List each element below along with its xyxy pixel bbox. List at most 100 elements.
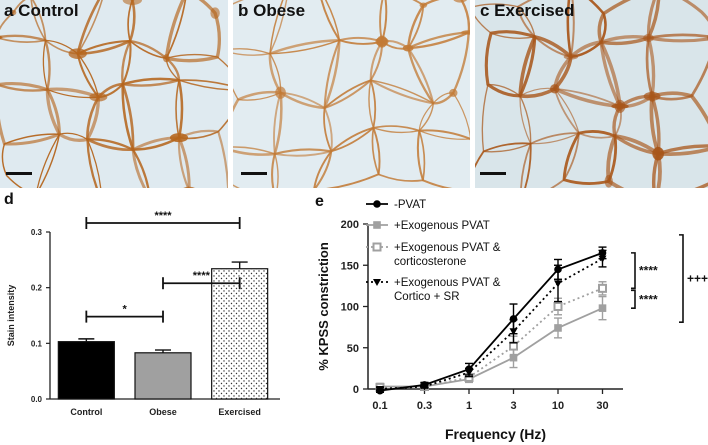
stain-deposit bbox=[611, 103, 629, 109]
adipocyte-outline bbox=[416, 129, 470, 188]
x-tick-label: Exercised bbox=[218, 407, 261, 417]
stain-deposit bbox=[643, 34, 654, 42]
stain-deposit bbox=[122, 0, 143, 5]
stain-deposit bbox=[653, 146, 664, 161]
stain-deposit bbox=[169, 133, 189, 143]
stain-deposit bbox=[210, 7, 220, 19]
y-axis-label: Stain intensity bbox=[6, 285, 16, 347]
panel-label-c: c Exercised bbox=[480, 1, 575, 20]
significance-label: ++++ bbox=[687, 272, 708, 286]
series-line bbox=[379, 287, 603, 389]
significance-label: **** bbox=[154, 210, 172, 222]
data-point bbox=[373, 279, 381, 286]
legend-label: +Exogenous PVAT bbox=[394, 220, 490, 232]
micrograph-image bbox=[475, 0, 708, 188]
adipocyte-outline bbox=[165, 53, 228, 91]
scale-bar bbox=[241, 172, 267, 175]
stain-deposit bbox=[68, 48, 87, 59]
bracket-line bbox=[631, 289, 636, 309]
series-line bbox=[379, 257, 603, 390]
legend-label: -PVAT bbox=[394, 199, 426, 211]
y-axis-label: % KPSS constriction bbox=[316, 242, 331, 371]
micrograph-image bbox=[233, 0, 470, 188]
y-tick-label: 0.2 bbox=[31, 284, 43, 293]
adipocyte-outline bbox=[233, 146, 279, 188]
significance-label: **** bbox=[639, 292, 658, 306]
data-point bbox=[554, 280, 562, 288]
micrograph-obese: b Obese bbox=[233, 0, 470, 188]
x-tick-label: 30 bbox=[596, 400, 608, 412]
significance-bracket: **** bbox=[631, 252, 658, 290]
y-tick-label: 150 bbox=[341, 260, 359, 272]
y-tick-label: 0.1 bbox=[31, 339, 43, 348]
stain-deposit bbox=[453, 0, 467, 3]
significance-bracket: **** bbox=[162, 270, 241, 290]
panel-label-e: e bbox=[315, 193, 324, 210]
data-point bbox=[372, 242, 382, 252]
significance-label: **** bbox=[639, 264, 658, 278]
bar-chart-stain-intensity: d 0.0 0.1 0.2 0.3 Stain intensity Control Obese… bbox=[4, 192, 280, 417]
adipocyte-outline bbox=[86, 138, 150, 188]
adipocyte-outline bbox=[606, 134, 662, 188]
legend-entry-3: +Exogenous PVAT & Cortico + SR bbox=[366, 277, 501, 303]
x-tick-label: Control bbox=[70, 407, 102, 417]
micrograph-background bbox=[0, 0, 228, 188]
adipocyte-outline bbox=[418, 92, 470, 140]
data-point bbox=[598, 283, 607, 293]
data-point bbox=[553, 302, 563, 311]
significance-bracket: **** bbox=[631, 289, 658, 309]
legend-entry-0: -PVAT bbox=[366, 199, 426, 211]
stain-deposit bbox=[10, 9, 17, 16]
data-point bbox=[373, 221, 381, 229]
legend-label: +Exogenous PVAT & bbox=[394, 277, 501, 289]
legend-label: corticosterone bbox=[394, 256, 466, 268]
x-tick-label: 3 bbox=[510, 400, 516, 412]
data-point bbox=[509, 353, 518, 362]
scale-bar bbox=[480, 172, 506, 175]
stain-deposit bbox=[0, 35, 2, 40]
legend-label: +Exogenous PVAT & bbox=[394, 242, 501, 254]
panel-label-b: b Obese bbox=[238, 1, 306, 20]
stain-deposit bbox=[461, 30, 470, 35]
legend-label: Cortico + SR bbox=[394, 291, 460, 303]
data-point bbox=[509, 315, 518, 323]
data-point bbox=[554, 324, 562, 332]
adipocyte-outline bbox=[646, 0, 708, 43]
panel-label-d: d bbox=[4, 192, 14, 208]
bar-obese bbox=[134, 352, 192, 400]
legend-entry-1: +Exogenous PVAT bbox=[366, 220, 490, 232]
y-tick-label: 0.0 bbox=[31, 395, 43, 404]
stain-deposit bbox=[275, 86, 286, 99]
bracket-line bbox=[679, 234, 684, 323]
x-axis-label: Frequency (Hz) bbox=[445, 426, 546, 442]
bracket-line bbox=[631, 252, 636, 290]
significance-label: **** bbox=[193, 270, 211, 282]
adipocyte-outline bbox=[649, 91, 708, 156]
adipocyte-outline bbox=[36, 132, 102, 188]
cell-membranes bbox=[0, 0, 228, 188]
micrograph-control: a Control bbox=[0, 0, 228, 188]
legend-entry-2: +Exogenous PVAT & corticosterone bbox=[366, 242, 501, 268]
data-point bbox=[465, 365, 473, 373]
y-tick-label: 0 bbox=[353, 384, 359, 396]
series-line bbox=[379, 252, 603, 392]
x-tick-label: Obese bbox=[149, 407, 177, 417]
data-point bbox=[598, 304, 607, 312]
significance-bracket: ++++ bbox=[679, 234, 708, 323]
x-tick-label: 1 bbox=[466, 400, 472, 412]
line-chart-kpss-constriction: e 0 50 100 150 200 0.1 0.3 1 3 10 30 % KPSS constric… bbox=[315, 193, 708, 442]
x-tick-label: 10 bbox=[552, 400, 564, 412]
series-line bbox=[380, 307, 603, 388]
stain-deposit bbox=[376, 35, 388, 48]
data-point bbox=[554, 265, 562, 274]
stain-deposit bbox=[89, 92, 108, 102]
stain-deposit bbox=[449, 88, 458, 97]
series-0 bbox=[376, 246, 607, 395]
data-point bbox=[509, 341, 518, 351]
scale-bar bbox=[6, 172, 32, 175]
x-tick-label: 0.1 bbox=[372, 400, 387, 412]
stain-deposit bbox=[604, 174, 613, 188]
adipocyte-outline bbox=[177, 129, 228, 188]
stain-deposit bbox=[550, 84, 560, 94]
data-point bbox=[420, 381, 429, 389]
